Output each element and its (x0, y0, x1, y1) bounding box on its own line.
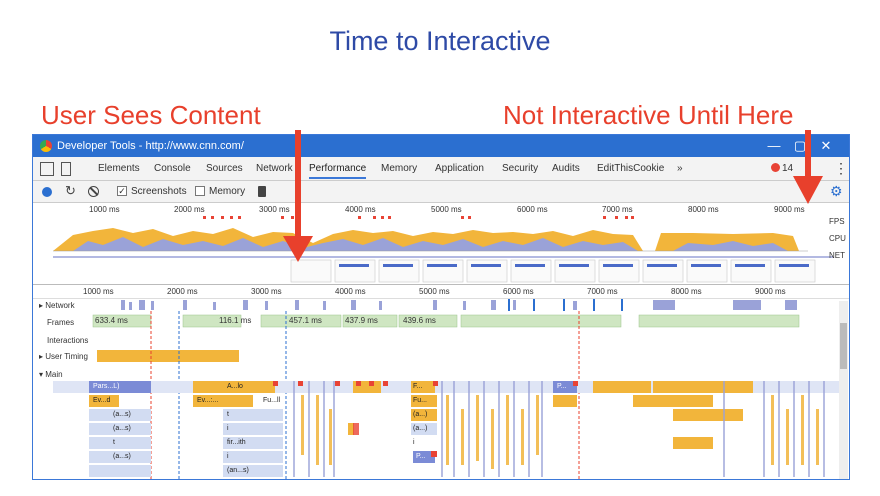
flame-label[interactable]: (a...) (413, 411, 428, 418)
trash-icon[interactable] (258, 186, 266, 197)
flame-label[interactable]: P... (416, 453, 426, 460)
tab-overflow[interactable]: » (677, 163, 683, 174)
tab-network[interactable]: Network (256, 163, 293, 174)
tab-performance[interactable]: Performance (309, 163, 367, 179)
window-title: Developer Tools - http://www.cnn.com/ (57, 140, 244, 152)
devtools-tab-bar: Elements Console Sources Network Perform… (33, 157, 849, 181)
record-button[interactable] (42, 187, 52, 197)
track-main[interactable]: ▾ Main (39, 370, 63, 379)
scrollbar-thumb[interactable] (840, 323, 847, 369)
tab-application[interactable]: Application (435, 163, 484, 174)
flame-chart (53, 299, 843, 479)
overview-tick: 3000 ms (259, 205, 290, 214)
flame-label[interactable]: (a...s) (113, 425, 131, 432)
flame-label[interactable]: Pars...L) (93, 383, 120, 390)
overview-tick: 1000 ms (89, 205, 120, 214)
overview-pane[interactable]: 1000 ms 2000 ms 3000 ms 4000 ms 5000 ms … (33, 203, 849, 285)
track-frames: Frames (47, 318, 75, 327)
overview-tick: 4000 ms (345, 205, 376, 214)
flame-label[interactable]: (a...s) (113, 411, 131, 418)
tab-editthiscookie[interactable]: EditThisCookie (597, 163, 665, 174)
frame-duration: 437.9 ms (345, 316, 378, 325)
flame-label[interactable]: (a...s) (113, 453, 131, 460)
timeline-tick: 1000 ms (83, 287, 114, 296)
tab-memory[interactable]: Memory (381, 163, 418, 174)
window-titlebar: Developer Tools - http://www.cnn.com/ — … (33, 135, 849, 157)
performance-toolbar: ↻ ✓ Screenshots Memory ⚙ (33, 181, 849, 203)
slide-title: Time to Interactive (329, 26, 551, 56)
tab-sources[interactable]: Sources (206, 163, 243, 174)
timeline-tick: 5000 ms (419, 287, 450, 296)
overview-tick: 6000 ms (517, 205, 548, 214)
overview-tick: 8000 ms (688, 205, 719, 214)
timeline-tick: 4000 ms (335, 287, 366, 296)
tab-audits[interactable]: Audits (552, 163, 580, 174)
timeline-ruler: 1000 ms 2000 ms 3000 ms 4000 ms 5000 ms … (33, 285, 849, 299)
flame-label[interactable]: Fu...ll (263, 397, 281, 404)
inspect-element-icon[interactable] (40, 162, 54, 176)
callout-user-sees-content: User Sees Content (41, 100, 261, 130)
maximize-button[interactable]: ▢ (793, 138, 807, 153)
tab-elements[interactable]: Elements (98, 163, 140, 174)
overview-tick: 9000 ms (774, 205, 805, 214)
clear-icon[interactable] (88, 186, 99, 197)
timeline-scrollbar[interactable] (839, 301, 848, 479)
callout-not-interactive: Not Interactive Until Here (503, 100, 794, 130)
flame-label[interactable]: t (113, 439, 115, 446)
track-network[interactable]: ▸ Network (39, 301, 75, 310)
minimize-button[interactable]: — (767, 138, 781, 153)
more-options-icon[interactable]: ⋮ (834, 160, 848, 176)
flame-label[interactable]: i (413, 439, 415, 446)
fps-label: FPS (829, 217, 845, 226)
timeline-tick: 6000 ms (503, 287, 534, 296)
tab-console[interactable]: Console (154, 163, 191, 174)
memory-label: Memory (209, 186, 246, 197)
overview-tick: 5000 ms (431, 205, 462, 214)
flame-label[interactable]: t (227, 411, 229, 418)
cpu-label: CPU (829, 234, 846, 243)
chrome-logo-icon (40, 140, 52, 152)
timeline-tick: 2000 ms (167, 287, 198, 296)
flame-label[interactable]: F... (413, 383, 423, 390)
timeline-pane[interactable]: 1000 ms 2000 ms 3000 ms 4000 ms 5000 ms … (33, 285, 849, 479)
flame-label[interactable]: A...lo (227, 383, 243, 390)
timeline-tick: 8000 ms (671, 287, 702, 296)
flame-label[interactable]: P... (557, 383, 567, 390)
overview-tick: 2000 ms (174, 205, 205, 214)
devtools-window: Developer Tools - http://www.cnn.com/ — … (32, 134, 850, 480)
frame-duration: 457.1 ms (289, 316, 322, 325)
screenshots-checkbox[interactable]: ✓ (117, 186, 127, 196)
flame-label[interactable]: Ev...d (93, 397, 111, 404)
error-icon (771, 163, 780, 172)
flame-label[interactable]: Ev...:... (197, 397, 219, 404)
reload-profile-icon[interactable]: ↻ (65, 183, 76, 198)
frame-duration: 439.6 ms (403, 316, 436, 325)
flame-label[interactable]: i (227, 425, 229, 432)
screenshots-label: Screenshots (131, 186, 187, 197)
track-user-timing[interactable]: ▸ User Timing (39, 352, 88, 361)
error-badge[interactable]: 14 (771, 163, 793, 174)
frame-duration: 116.1 ms (219, 316, 252, 325)
tab-security[interactable]: Security (502, 163, 539, 174)
memory-checkbox[interactable] (195, 186, 205, 196)
gear-icon[interactable]: ⚙ (830, 183, 843, 199)
timeline-tick: 9000 ms (755, 287, 786, 296)
timeline-tick: 3000 ms (251, 287, 282, 296)
track-interactions: Interactions (47, 336, 89, 345)
overview-tick: 7000 ms (602, 205, 633, 214)
net-label: NET (829, 251, 845, 260)
close-button[interactable]: ✕ (820, 138, 832, 153)
flame-label[interactable]: fir...ith (227, 439, 246, 446)
device-toolbar-icon[interactable] (61, 162, 71, 176)
flame-label[interactable]: Fu... (413, 397, 428, 404)
timeline-tick: 7000 ms (587, 287, 618, 296)
overview-graph (53, 216, 833, 283)
flame-label[interactable]: (a...) (413, 425, 428, 432)
frame-duration: 633.4 ms (95, 316, 128, 325)
flame-label[interactable]: (an...s) (227, 467, 249, 474)
flame-label[interactable]: i (227, 453, 229, 460)
error-count: 14 (782, 163, 794, 174)
